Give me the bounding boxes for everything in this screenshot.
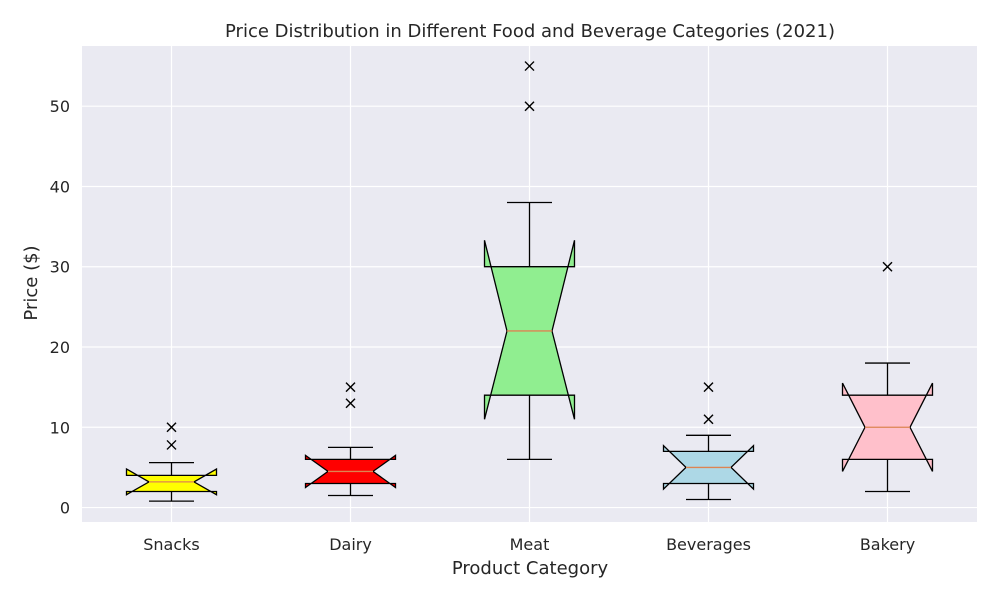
- x-tick-label: Meat: [510, 535, 550, 554]
- outlier-marker: [882, 261, 893, 272]
- chart-title: Price Distribution in Different Food and…: [225, 21, 835, 42]
- y-tick-label: 20: [50, 338, 70, 357]
- outlier-stroke: [524, 101, 535, 112]
- x-tick-label: Dairy: [329, 535, 372, 554]
- boxes-layer: [125, 61, 934, 502]
- y-tick-label: 10: [50, 418, 70, 437]
- box-meat: [483, 61, 576, 461]
- x-tick-label: Bakery: [860, 535, 915, 554]
- tick-labels: 0 10 20 30 40 50 Snacks Dairy Meat Beverages Baker…: [50, 97, 916, 554]
- outlier-stroke: [703, 414, 714, 425]
- outlier-marker: [703, 382, 714, 393]
- outlier-marker: [703, 414, 714, 425]
- outlier-marker: [166, 439, 177, 450]
- y-tick-label: 50: [50, 97, 70, 116]
- y-axis-title: Price ($): [21, 245, 42, 320]
- outlier-stroke: [345, 398, 356, 409]
- x-tick-label: Beverages: [666, 535, 751, 554]
- y-tick-label: 30: [50, 258, 70, 277]
- outlier-stroke: [166, 422, 177, 433]
- outlier-marker: [345, 382, 356, 393]
- y-tick-label: 40: [50, 177, 70, 196]
- box-snacks: [125, 422, 218, 502]
- y-tick-label: 0: [60, 499, 70, 518]
- outlier-marker: [345, 398, 356, 409]
- outlier-stroke: [524, 61, 535, 72]
- box-dairy: [304, 382, 397, 497]
- box-beverages: [662, 382, 755, 501]
- box-bakery: [841, 261, 934, 493]
- outlier-stroke: [882, 261, 893, 272]
- outlier-stroke: [703, 382, 714, 393]
- outlier-stroke: [166, 439, 177, 450]
- x-axis-title: Product Category: [452, 558, 609, 579]
- x-tick-label: Snacks: [143, 535, 200, 554]
- outlier-marker: [524, 101, 535, 112]
- box-body: [483, 240, 576, 420]
- outlier-stroke: [345, 382, 356, 393]
- outlier-marker: [524, 61, 535, 72]
- outlier-marker: [166, 422, 177, 433]
